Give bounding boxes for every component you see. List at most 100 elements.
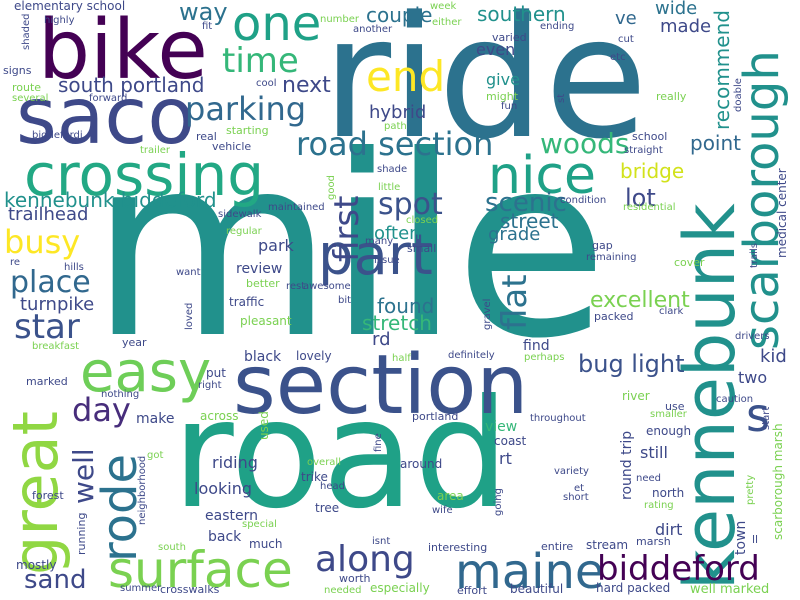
word-view: view <box>485 419 518 435</box>
word-woods: woods <box>540 127 630 160</box>
word-better: better <box>246 277 280 290</box>
word-loved: loved <box>184 302 195 330</box>
word-area: area <box>437 489 464 503</box>
word-well-marked: well marked <box>690 582 770 597</box>
word-part: part <box>318 223 433 288</box>
word-point: point <box>690 131 742 155</box>
word-forward: forward <box>89 93 128 104</box>
word-nothing: nothing <box>101 389 140 400</box>
word-round-trip: round trip <box>619 430 635 500</box>
word-spot: spot <box>378 187 443 222</box>
word-next: next <box>282 73 331 98</box>
word-breakfast: breakfast <box>32 341 80 352</box>
word-stream: stream <box>586 538 629 552</box>
word-ride: ride <box>322 0 648 176</box>
word-traffic: traffic <box>229 295 265 309</box>
word-make: make <box>136 411 175 427</box>
word-medical-center: medical center <box>775 168 789 258</box>
word-kennebunk-biddeford: kennebunk biddeford <box>4 188 217 212</box>
word-road: road <box>172 368 510 542</box>
word-several: several <box>12 93 49 104</box>
word-real: real <box>196 130 217 143</box>
word-route: route <box>12 81 42 94</box>
word-used: used <box>257 411 271 440</box>
word-pretty: pretty <box>745 474 756 505</box>
word-way: way <box>179 0 228 26</box>
word-hard-packed: hard packed <box>596 581 671 595</box>
word-marked: marked <box>26 375 68 388</box>
word-couple: couple <box>366 3 433 27</box>
word-busy: busy <box>4 223 81 261</box>
word-elementary-school: elementary school <box>14 0 126 13</box>
word-saco: saco <box>16 72 196 162</box>
word-enough: enough <box>646 424 692 438</box>
word-hybrid: hybrid <box>369 102 427 123</box>
word-ve: ve <box>615 8 637 29</box>
word-vehicle: vehicle <box>212 140 252 153</box>
word-another: another <box>353 24 393 35</box>
word-head: head <box>320 481 345 492</box>
word-bridge: bridge <box>620 159 685 183</box>
word-scenic: scenic <box>485 188 567 218</box>
word-issue: issue <box>374 255 400 266</box>
word-sidewalk: sidewalk <box>218 209 262 220</box>
word-excellent: excellent <box>590 288 690 313</box>
word-south: south <box>158 542 186 553</box>
word-remaining: remaining <box>586 252 637 263</box>
word-use: use <box>665 400 685 413</box>
word-overall: overall <box>307 457 341 468</box>
word-mostly: mostly <box>16 558 57 572</box>
word-doable: doable <box>733 78 744 112</box>
word-looking: looking <box>194 479 253 498</box>
word-number: number <box>320 14 360 25</box>
word-along: along <box>315 539 415 580</box>
word-even: even <box>476 40 516 59</box>
word-awesome: awesome <box>303 281 351 292</box>
word-lot: lot <box>625 184 656 212</box>
word-north: north <box>652 486 685 500</box>
word-review: review <box>236 261 283 277</box>
word-much: much <box>249 537 283 551</box>
word-wide: wide <box>655 0 698 19</box>
word-grade: grade <box>488 224 541 245</box>
word-many: many <box>365 236 394 247</box>
word-cut: cut <box>618 34 634 45</box>
word-s: s <box>746 388 770 442</box>
word-path: path <box>384 121 407 132</box>
word-put: put <box>206 366 226 380</box>
word-regular: regular <box>226 226 262 237</box>
word-fit: fit <box>202 21 213 32</box>
word-gravel: gravel <box>482 298 493 330</box>
word-shade: shade <box>377 164 408 175</box>
word-bike: bike <box>38 3 208 98</box>
word-easy: easy <box>80 340 212 405</box>
word-road-section: road section <box>296 125 494 163</box>
word-pleasant: pleasant <box>240 314 292 328</box>
word-smaller: smaller <box>650 409 687 420</box>
word-half: half <box>392 353 411 364</box>
word-southern: southern <box>477 2 566 26</box>
word-summer: summer <box>120 583 162 594</box>
word-crosswalks: crosswalks <box>160 583 220 596</box>
word-turnpike: turnpike <box>20 294 95 315</box>
word-rating: rating <box>644 500 674 511</box>
word-shaded: shaded <box>21 13 32 50</box>
word-park: park <box>258 236 294 255</box>
word-trailhead: trailhead <box>8 204 89 225</box>
word-clark: clark <box>659 306 684 317</box>
word-bug-light: bug light <box>578 350 685 378</box>
word-closed: closed <box>406 215 439 226</box>
word-maine: maine <box>455 544 605 600</box>
word-day: day <box>72 391 131 429</box>
word-scarborough-marsh: scarborough marsh <box>771 423 785 540</box>
word-short: short <box>563 492 589 503</box>
word-end: end <box>366 52 446 101</box>
word-flat: flat <box>495 274 535 330</box>
word-et: et <box>574 483 585 494</box>
word-week: week <box>430 1 457 12</box>
word-found: found <box>377 294 435 318</box>
word-interesting: interesting <box>428 541 488 554</box>
word-time: time <box>222 41 299 81</box>
word-trike: trike <box>301 470 328 484</box>
word-re: re <box>10 257 21 268</box>
